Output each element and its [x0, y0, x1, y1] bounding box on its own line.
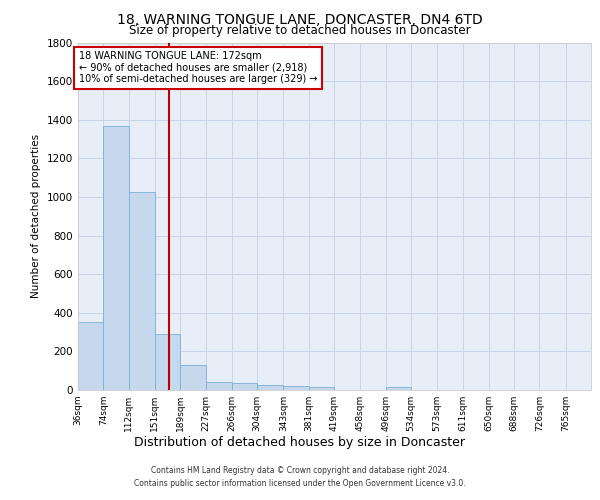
Bar: [129, 192, 155, 390]
Bar: [386, 387, 411, 390]
Text: 18, WARNING TONGUE LANE, DONCASTER, DN4 6TD: 18, WARNING TONGUE LANE, DONCASTER, DN4 …: [117, 12, 483, 26]
Text: Size of property relative to detached houses in Doncaster: Size of property relative to detached ho…: [129, 24, 471, 37]
Text: 18 WARNING TONGUE LANE: 172sqm
← 90% of detached houses are smaller (2,918)
10% : 18 WARNING TONGUE LANE: 172sqm ← 90% of …: [79, 51, 317, 84]
Text: Contains HM Land Registry data © Crown copyright and database right 2024.
Contai: Contains HM Land Registry data © Crown c…: [134, 466, 466, 487]
Bar: [232, 383, 257, 390]
Bar: [257, 385, 283, 390]
Bar: [78, 322, 103, 390]
Bar: [103, 126, 129, 390]
Y-axis label: Number of detached properties: Number of detached properties: [31, 134, 41, 298]
Bar: [309, 387, 334, 390]
Bar: [206, 382, 232, 390]
Text: Distribution of detached houses by size in Doncaster: Distribution of detached houses by size …: [134, 436, 466, 449]
Bar: [181, 366, 206, 390]
Bar: [283, 386, 309, 390]
Bar: [155, 334, 181, 390]
